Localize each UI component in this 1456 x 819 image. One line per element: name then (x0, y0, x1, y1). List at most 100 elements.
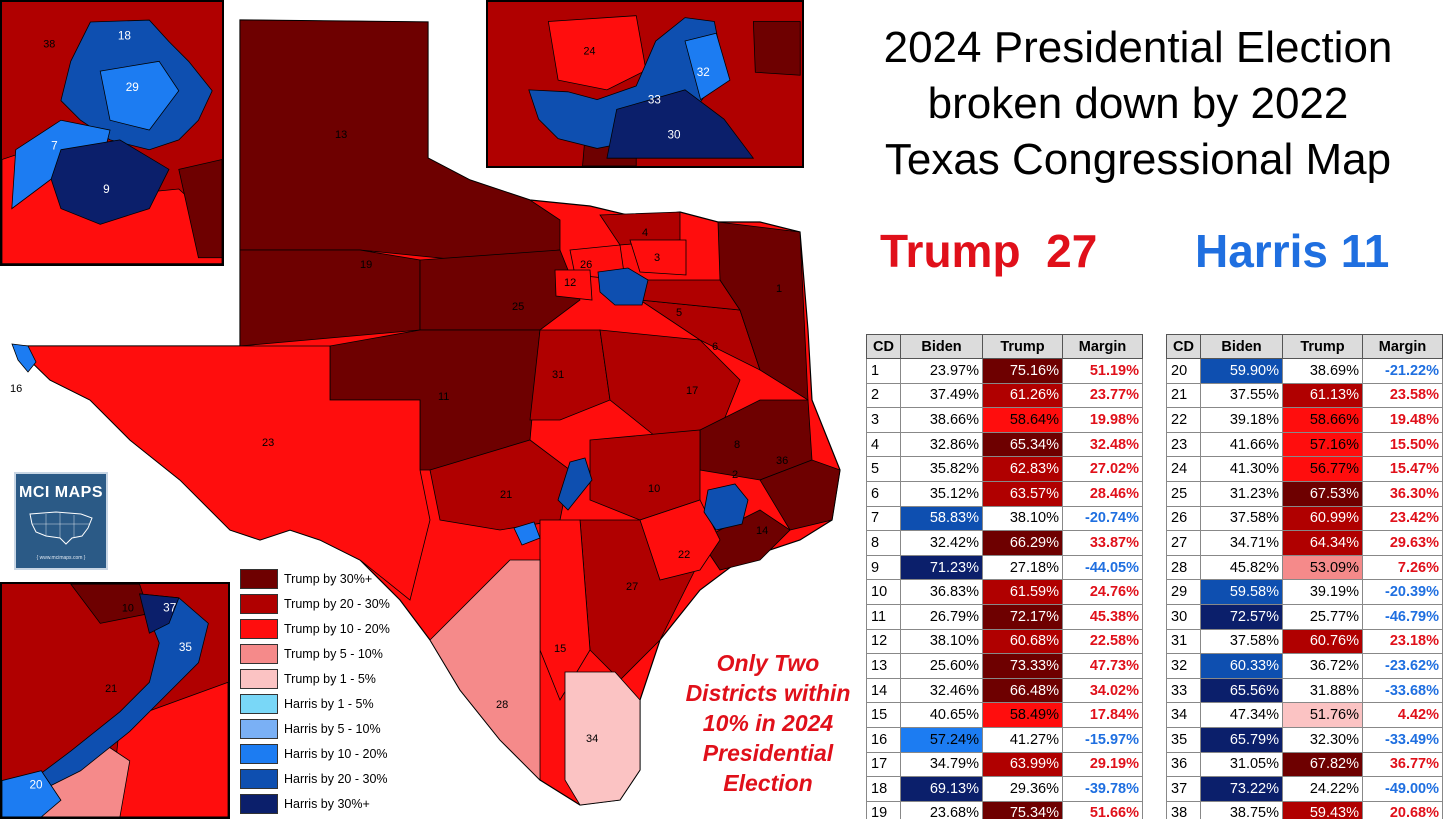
cell-margin: 32.48% (1062, 431, 1143, 458)
cell-trump: 67.82% (1282, 751, 1363, 778)
cell-trump: 61.59% (982, 579, 1063, 605)
label-cd-11: 11 (438, 391, 449, 403)
cell-margin: 34.02% (1062, 677, 1143, 704)
cell-margin: 51.66% (1062, 800, 1143, 819)
inset-houston-label-38: 38 (43, 39, 55, 51)
cell-biden: 38.10% (900, 628, 983, 655)
cell-cd: 2 (866, 382, 901, 409)
label-cd-14: 14 (756, 525, 768, 537)
legend-item: Harris by 1 - 5% (240, 691, 390, 716)
table-row: 7 58.83% 38.10% -20.74% (866, 505, 1143, 532)
cell-margin: -46.79% (1362, 603, 1443, 630)
cell-trump: 32.30% (1282, 726, 1363, 753)
district-23 (14, 345, 431, 601)
cell-margin: -23.62% (1362, 653, 1443, 679)
inset-austin-label-21: 21 (105, 683, 117, 695)
table-row: 17 34.79% 63.99% 29.19% (866, 751, 1143, 778)
cell-margin: -33.68% (1362, 677, 1443, 704)
label-cd-8: 8 (734, 439, 740, 451)
cell-trump: 64.34% (1282, 530, 1363, 556)
cell-trump: 61.26% (982, 382, 1063, 409)
table-row: 35 65.79% 32.30% -33.49% (1166, 726, 1443, 753)
cell-trump: 36.72% (1282, 653, 1363, 679)
note-line-4: Presidential (702, 740, 834, 766)
legend-swatch (240, 643, 278, 664)
cell-cd: 29 (1166, 579, 1201, 605)
legend-item: Trump by 20 - 30% (240, 591, 390, 616)
district-25 (419, 249, 581, 331)
cell-margin: 27.02% (1062, 456, 1143, 482)
cell-cd: 36 (1166, 751, 1201, 778)
cell-trump: 67.53% (1282, 480, 1363, 507)
inset-dallas-label-33: 33 (648, 94, 661, 107)
cell-biden: 36.83% (900, 579, 983, 605)
cell-biden: 59.90% (1200, 358, 1283, 384)
cell-margin: 19.48% (1362, 407, 1443, 433)
inset-austin-sa-map: 10 37 35 21 20 (2, 584, 228, 817)
cell-biden: 38.75% (1200, 800, 1283, 819)
table-row: 19 23.68% 75.34% 51.66% (866, 800, 1143, 819)
label-cd-23: 23 (262, 437, 274, 449)
label-cd-22: 22 (678, 549, 690, 561)
cell-biden: 32.86% (900, 431, 983, 458)
note-line-5: Election (723, 770, 813, 796)
cell-trump: 58.64% (982, 407, 1063, 433)
cell-cd: 3 (866, 407, 901, 433)
table-row: 15 40.65% 58.49% 17.84% (866, 702, 1143, 728)
cell-cd: 7 (866, 505, 901, 532)
header-cd: CD (866, 334, 901, 359)
cell-margin: 20.68% (1362, 800, 1443, 819)
cell-biden: 65.56% (1200, 677, 1283, 704)
label-cd-21: 21 (500, 489, 512, 501)
cell-cd: 28 (1166, 554, 1201, 581)
cell-cd: 8 (866, 530, 901, 556)
district-3 (629, 239, 687, 276)
table-row: 12 38.10% 60.68% 22.58% (866, 628, 1143, 655)
label-cd-31: 31 (552, 369, 564, 381)
legend-label: Trump by 20 - 30% (284, 596, 390, 611)
table-row: 16 57.24% 41.27% -15.97% (866, 726, 1143, 753)
legend-item: Harris by 30%+ (240, 791, 390, 816)
legend-label: Harris by 10 - 20% (284, 746, 388, 761)
label-cd-36: 36 (776, 455, 788, 467)
header-biden: Biden (900, 334, 983, 359)
cell-margin: 36.30% (1362, 480, 1443, 507)
inset-austin-label-10: 10 (122, 603, 134, 615)
table-row: 25 31.23% 67.53% 36.30% (1166, 480, 1443, 507)
label-cd-15: 15 (554, 643, 566, 655)
cell-biden: 32.42% (900, 530, 983, 556)
table-row: 5 35.82% 62.83% 27.02% (866, 456, 1143, 482)
cell-cd: 14 (866, 677, 901, 704)
inset-dallas-map: 24 32 33 30 (489, 2, 801, 166)
cell-trump: 38.10% (982, 505, 1063, 532)
main-map-labels: 13 19 25 11 23 21 31 17 6 5 4 3 26 12 1 … (10, 129, 788, 745)
table-row: 33 65.56% 31.88% -33.68% (1166, 677, 1443, 704)
cell-trump: 75.16% (982, 358, 1063, 384)
label-cd-2: 2 (732, 469, 738, 481)
label-cd-6: 6 (712, 341, 718, 353)
cell-margin: -21.22% (1362, 358, 1443, 384)
header-trump: Trump (982, 334, 1063, 359)
cell-biden: 72.57% (1200, 603, 1283, 630)
legend-item: Harris by 10 - 20% (240, 741, 390, 766)
cell-biden: 59.58% (1200, 579, 1283, 605)
label-cd-1: 1 (776, 283, 782, 295)
cell-margin: 36.77% (1362, 751, 1443, 778)
header-cd: CD (1166, 334, 1201, 359)
cell-cd: 23 (1166, 431, 1201, 458)
table-row: 2 37.49% 61.26% 23.77% (866, 382, 1143, 409)
label-cd-12: 12 (564, 277, 576, 289)
legend-item: Harris by 5 - 10% (240, 716, 390, 741)
cell-margin: 19.98% (1062, 407, 1143, 433)
cell-cd: 38 (1166, 800, 1201, 819)
label-cd-16: 16 (10, 383, 22, 395)
cell-trump: 39.19% (1282, 579, 1363, 605)
cell-biden: 41.66% (1200, 431, 1283, 458)
cell-trump: 60.99% (1282, 505, 1363, 532)
legend-swatch (240, 618, 278, 639)
san-antonio-harris (513, 521, 541, 546)
legend-item: Harris by 20 - 30% (240, 766, 390, 791)
legend-swatch (240, 793, 278, 814)
table-row: 4 32.86% 65.34% 32.48% (866, 431, 1143, 458)
table-row: 18 69.13% 29.36% -39.78% (866, 776, 1143, 802)
